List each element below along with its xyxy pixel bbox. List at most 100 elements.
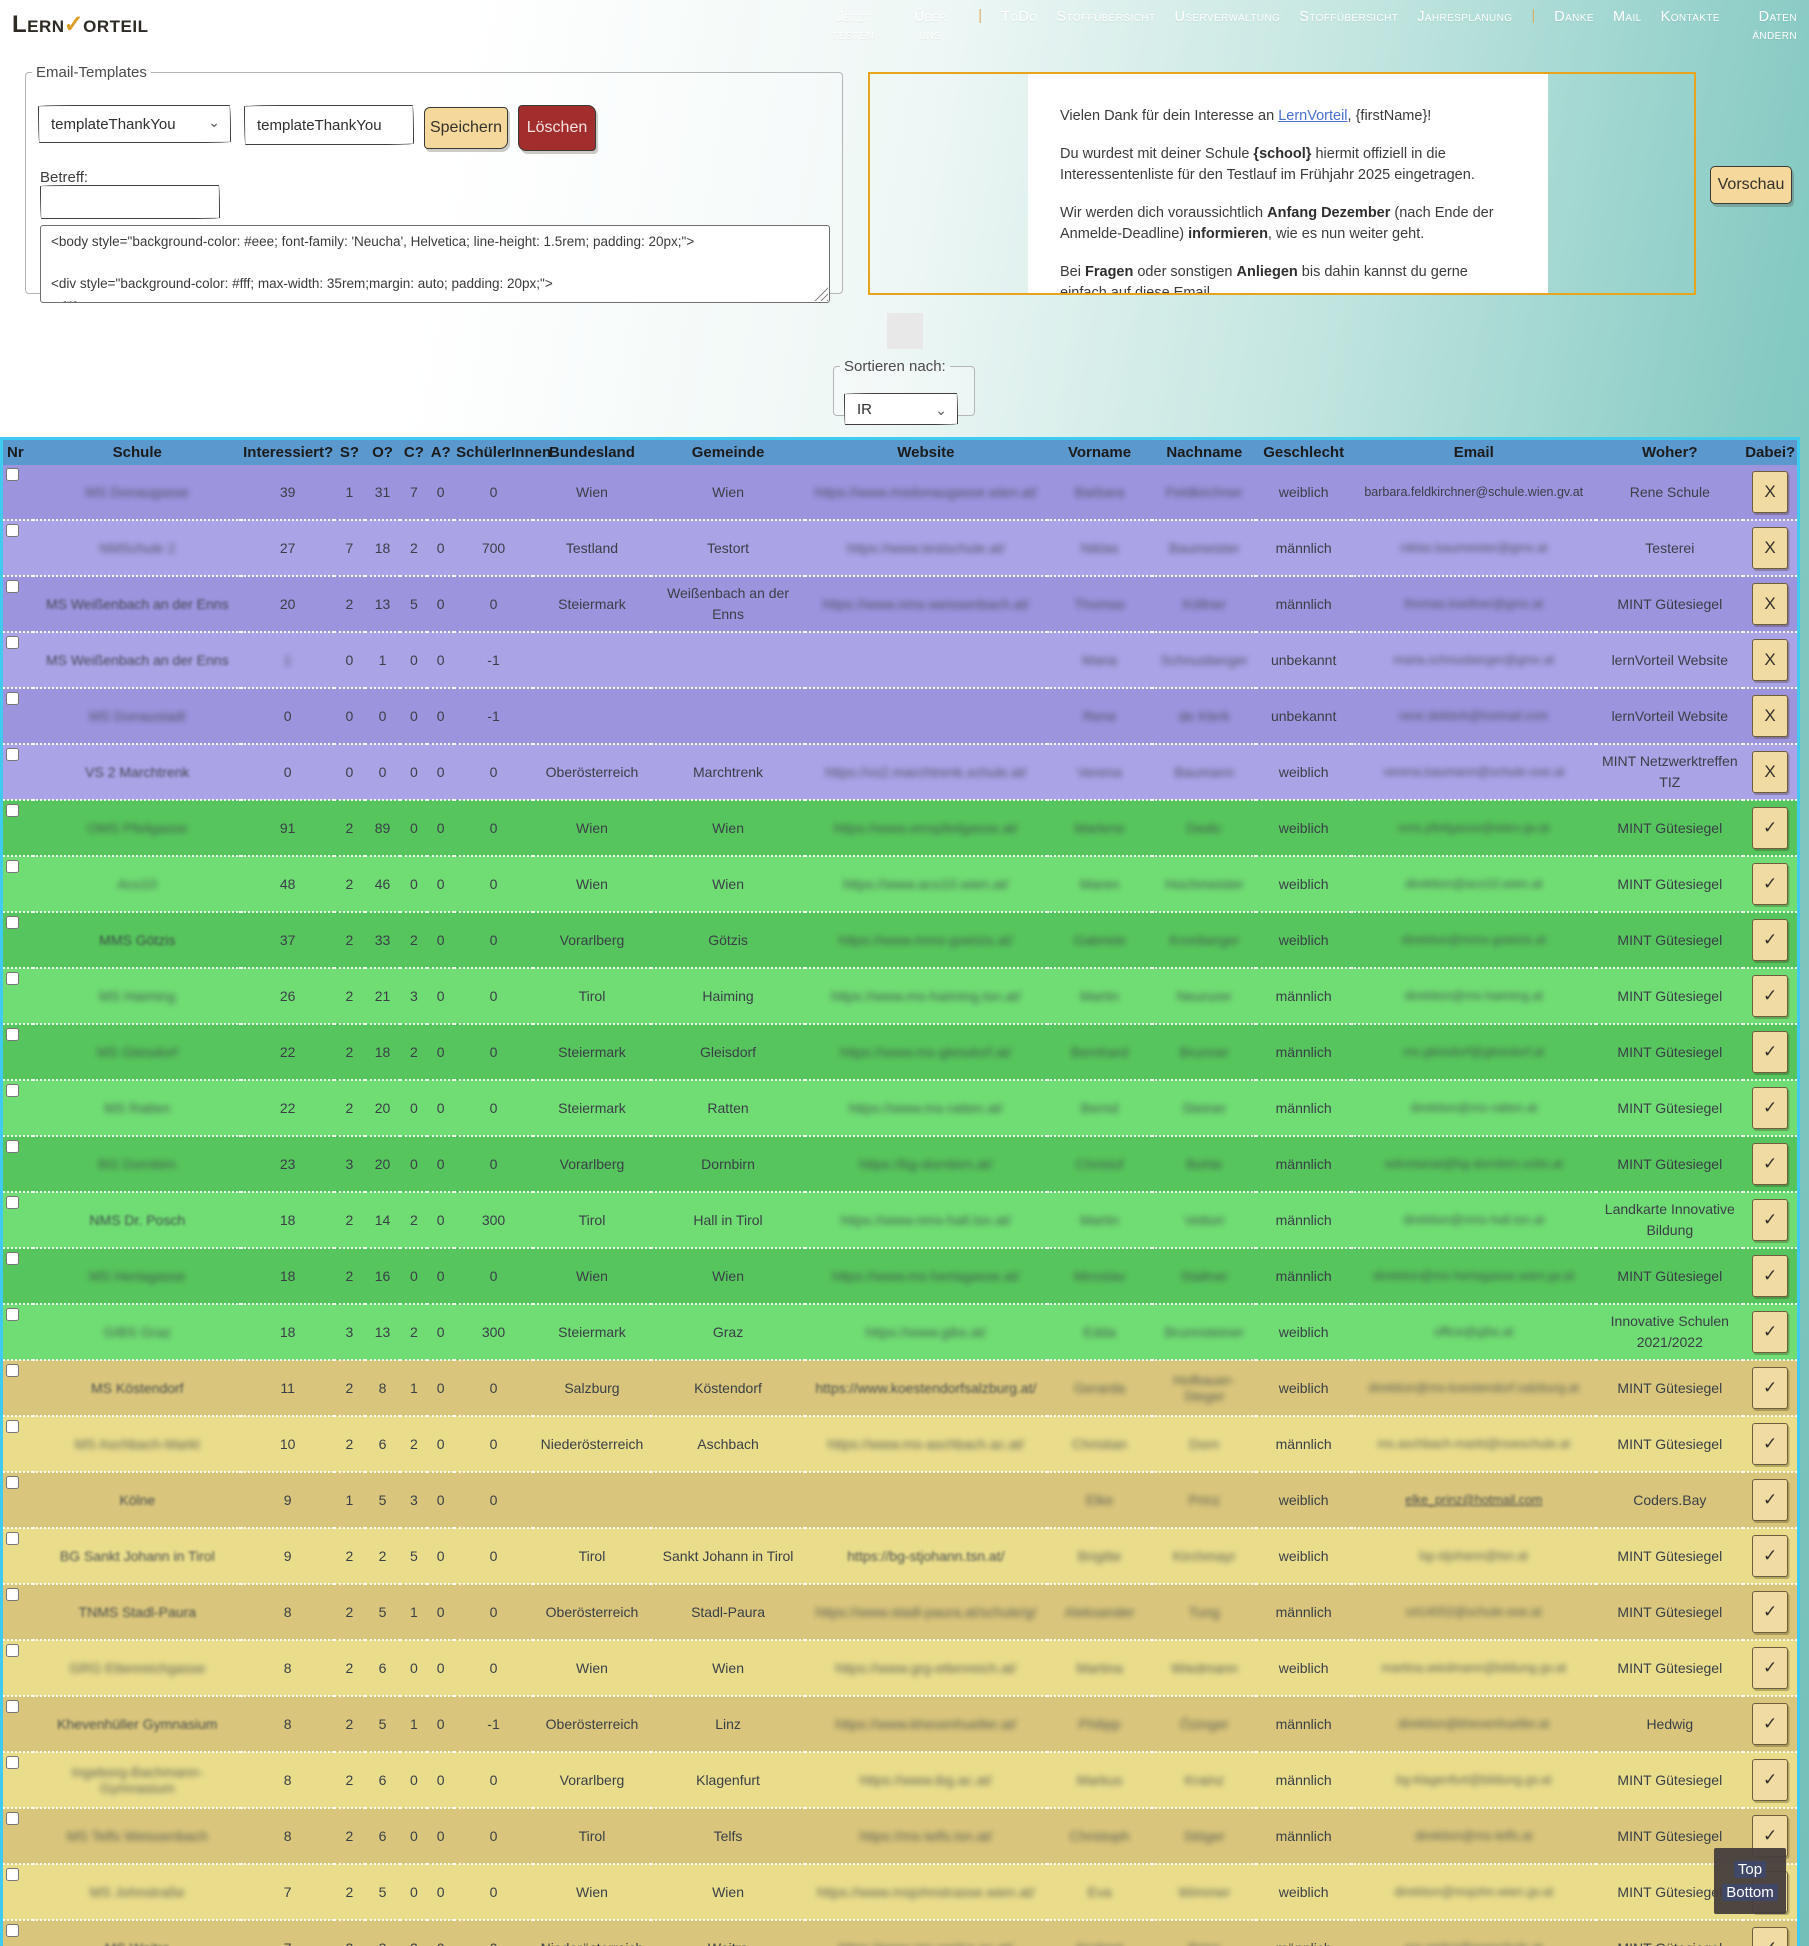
cell-interessiert: 22 bbox=[241, 1079, 335, 1136]
cell-text-geschlecht: männlich bbox=[1275, 1828, 1332, 1844]
row-checkbox[interactable] bbox=[6, 468, 19, 481]
cell-bundesland: Oberösterreich bbox=[532, 1695, 652, 1752]
dabei-confirm-button[interactable]: ✓ bbox=[1752, 807, 1789, 849]
delete-button[interactable]: Löschen bbox=[518, 105, 596, 151]
cell-nr bbox=[3, 911, 34, 968]
dabei-confirm-button[interactable]: ✓ bbox=[1752, 1591, 1789, 1633]
dabei-confirm-button[interactable]: ✓ bbox=[1752, 975, 1789, 1017]
cell-nachname: Neururer bbox=[1152, 967, 1257, 1024]
dabei-confirm-button[interactable]: ✓ bbox=[1752, 1927, 1789, 1946]
row-checkbox[interactable] bbox=[6, 636, 19, 649]
row-checkbox[interactable] bbox=[6, 692, 19, 705]
dabei-remove-button[interactable]: X bbox=[1752, 471, 1789, 513]
row-checkbox[interactable] bbox=[6, 1028, 19, 1041]
dabei-confirm-button[interactable]: ✓ bbox=[1752, 863, 1789, 905]
row-checkbox[interactable] bbox=[6, 580, 19, 593]
nav-item-jahresplanung[interactable]: Jahresplanung bbox=[1417, 9, 1513, 25]
dabei-confirm-button[interactable]: ✓ bbox=[1752, 1367, 1789, 1409]
row-checkbox[interactable] bbox=[6, 1532, 19, 1545]
row-checkbox[interactable] bbox=[6, 1196, 19, 1209]
dabei-confirm-button[interactable]: ✓ bbox=[1752, 1759, 1789, 1801]
template-select[interactable]: templateThankYou bbox=[39, 106, 230, 142]
row-checkbox[interactable] bbox=[6, 1084, 19, 1097]
nav-item-userverwaltung[interactable]: Userverwaltung bbox=[1174, 9, 1281, 25]
row-checkbox[interactable] bbox=[6, 860, 19, 873]
cell-vorname: Maria bbox=[1046, 631, 1153, 688]
row-checkbox[interactable] bbox=[6, 1924, 19, 1937]
row-checkbox[interactable] bbox=[6, 1140, 19, 1153]
betreff-input[interactable] bbox=[40, 185, 220, 219]
sort-select[interactable]: IR bbox=[845, 394, 957, 424]
nav-item-jetzt-testen[interactable]: Jetzt testen bbox=[832, 9, 875, 44]
cell-text-interessiert: 27 bbox=[279, 540, 296, 556]
cell-woher: MINT Gütesiegel bbox=[1596, 1583, 1744, 1640]
dabei-confirm-button[interactable]: ✓ bbox=[1752, 1199, 1789, 1241]
row-checkbox[interactable] bbox=[6, 1700, 19, 1713]
row-checkbox[interactable] bbox=[6, 972, 19, 985]
dabei-remove-button[interactable]: X bbox=[1752, 751, 1789, 793]
cell-text-s: 2 bbox=[345, 1380, 354, 1396]
cell-text-website: https://www.ms-hertagasse.at/ bbox=[832, 1268, 1020, 1284]
cell-text-c: 3 bbox=[409, 1492, 418, 1508]
brand-logo[interactable]: Lern✓orteil bbox=[12, 10, 149, 39]
cell-nachname: Baumeister bbox=[1152, 519, 1257, 576]
nav-item-kontakte[interactable]: Kontakte bbox=[1660, 9, 1720, 25]
nav-item-mail[interactable]: Mail bbox=[1612, 9, 1642, 25]
dabei-confirm-button[interactable]: ✓ bbox=[1752, 1087, 1789, 1129]
row-checkbox[interactable] bbox=[6, 1644, 19, 1657]
row-checkbox[interactable] bbox=[6, 1252, 19, 1265]
nav-item-stoff-bersicht[interactable]: Stoffübersicht bbox=[1056, 9, 1156, 25]
cell-woher: MINT Gütesiegel bbox=[1596, 1639, 1744, 1696]
row-checkbox[interactable] bbox=[6, 804, 19, 817]
nav-item-stoff-bersicht[interactable]: Stoffübersicht bbox=[1299, 9, 1399, 25]
nav-item-daten-ndern[interactable]: Daten ändern bbox=[1752, 9, 1797, 44]
cell-website: https://www.msjohnstrasse.wien.at/ bbox=[805, 1863, 1047, 1920]
dabei-confirm-button[interactable]: ✓ bbox=[1752, 1703, 1789, 1745]
cell-website: https://www.ms-aschbach.ac.at/ bbox=[805, 1415, 1047, 1472]
dabei-confirm-button[interactable]: ✓ bbox=[1752, 1423, 1789, 1465]
cell-text-vorname: Niklas bbox=[1080, 540, 1119, 556]
dabei-confirm-button[interactable]: ✓ bbox=[1752, 1143, 1789, 1185]
scroll-bottom-link[interactable]: Bottom bbox=[1722, 1884, 1778, 1901]
dabei-confirm-button[interactable]: ✓ bbox=[1752, 1647, 1789, 1689]
row-checkbox[interactable] bbox=[6, 1588, 19, 1601]
cell-text-o: 20 bbox=[374, 1156, 391, 1172]
row-checkbox[interactable] bbox=[6, 1420, 19, 1433]
checkmark-icon: ✓ bbox=[63, 11, 85, 38]
dabei-remove-button[interactable]: X bbox=[1752, 583, 1789, 625]
dabei-remove-button[interactable]: X bbox=[1752, 527, 1789, 569]
row-checkbox[interactable] bbox=[6, 1364, 19, 1377]
cell-text-gemeinde: Wien bbox=[712, 819, 744, 836]
dabei-confirm-button[interactable]: ✓ bbox=[1752, 1535, 1789, 1577]
row-checkbox[interactable] bbox=[6, 916, 19, 929]
row-checkbox[interactable] bbox=[6, 1308, 19, 1321]
nav-item--ber-uns[interactable]: Über uns bbox=[913, 9, 947, 44]
dabei-confirm-button[interactable]: ✓ bbox=[1752, 919, 1789, 961]
nav-item-danke[interactable]: Danke bbox=[1554, 9, 1594, 25]
dabei-confirm-button[interactable]: ✓ bbox=[1752, 1311, 1789, 1353]
cell-text-vorname: Maria bbox=[1082, 652, 1118, 668]
cell-nr bbox=[3, 1919, 34, 1946]
row-checkbox[interactable] bbox=[6, 1756, 19, 1769]
vorschau-button[interactable]: Vorschau bbox=[1710, 166, 1792, 204]
dabei-remove-button[interactable]: X bbox=[1752, 639, 1789, 681]
save-button[interactable]: Speichern bbox=[424, 107, 508, 149]
row-checkbox[interactable] bbox=[6, 748, 19, 761]
dabei-confirm-button[interactable]: ✓ bbox=[1752, 1255, 1789, 1297]
template-body-textarea[interactable]: <body style="background-color: #eee; fon… bbox=[40, 225, 830, 303]
dabei-remove-button[interactable]: X bbox=[1752, 695, 1789, 737]
dabei-confirm-button[interactable]: ✓ bbox=[1752, 1031, 1789, 1073]
cell-text-gemeinde: Haiming bbox=[702, 987, 754, 1004]
lernvorteil-link[interactable]: LernVorteil bbox=[1278, 108, 1348, 124]
scroll-top-link[interactable]: Top bbox=[1733, 1861, 1767, 1878]
row-checkbox[interactable] bbox=[6, 1868, 19, 1881]
cell-gemeinde: Wien bbox=[651, 1863, 806, 1920]
row-checkbox[interactable] bbox=[6, 1476, 19, 1489]
nav-item-todo[interactable]: ToDo bbox=[1001, 9, 1038, 25]
row-checkbox[interactable] bbox=[6, 1812, 19, 1825]
row-checkbox[interactable] bbox=[6, 524, 19, 537]
table-row: MS Aschbach-Markt 10 2 6 2 0 0 Niederösterreich… bbox=[3, 1415, 1797, 1472]
template-name-input[interactable] bbox=[244, 105, 414, 145]
dabei-confirm-button[interactable]: ✓ bbox=[1752, 1479, 1789, 1521]
cell-text-gemeinde: Weitra bbox=[708, 1940, 748, 1946]
